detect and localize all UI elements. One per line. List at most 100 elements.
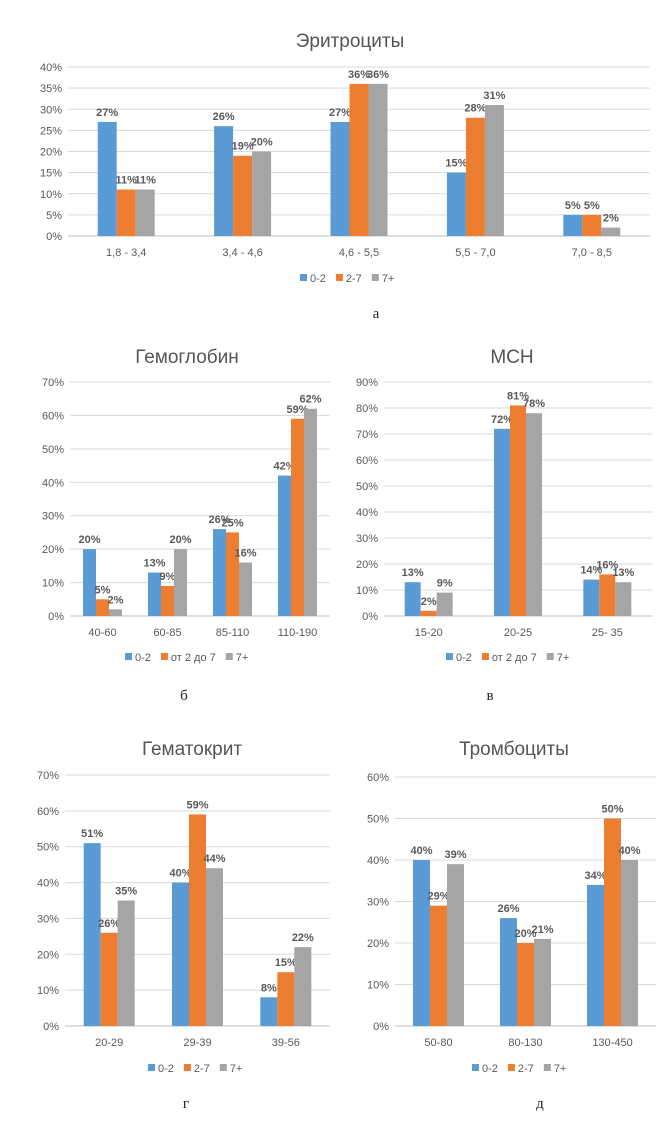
bar-series-0 <box>148 572 161 616</box>
data-label: 36% <box>367 69 389 81</box>
legend-swatch <box>148 1064 155 1071</box>
data-label: 11% <box>134 175 156 187</box>
legend-swatch <box>446 653 453 660</box>
data-label: 20% <box>514 928 536 940</box>
bar-series-1 <box>291 418 304 616</box>
data-label: 81% <box>507 390 529 402</box>
legend-label: от 2 до 7 <box>171 652 216 664</box>
x-category-label: 130-450 <box>592 1037 632 1049</box>
data-label: 29% <box>427 891 449 903</box>
data-label: 27% <box>96 107 118 119</box>
y-tick-label: 70% <box>37 770 59 782</box>
legend-swatch <box>225 653 233 660</box>
y-tick-label: 30% <box>40 104 62 116</box>
y-tick-label: 60% <box>356 455 378 467</box>
data-label: 78% <box>523 398 545 410</box>
data-label: 13% <box>143 558 165 570</box>
y-tick-label: 30% <box>356 533 378 545</box>
chart-title: Гематокрит <box>142 739 242 760</box>
legend-label: 2-7 <box>518 1063 534 1075</box>
legend-label: 7+ <box>236 652 249 664</box>
data-label: 27% <box>329 107 351 119</box>
data-label: 36% <box>348 69 370 81</box>
legend-label: 0-2 <box>158 1063 174 1075</box>
legend-swatch <box>543 1064 551 1071</box>
y-tick-label: 40% <box>42 477 64 489</box>
bar-series-1 <box>510 405 526 616</box>
data-label: 40% <box>169 868 191 880</box>
chart-panel-3: Гематокрит 0% 10% 20% 30% 40% 50% 60% 70% 51% 26% 3… <box>37 739 330 1112</box>
y-tick-label: 0% <box>373 1021 389 1033</box>
data-label: 42% <box>273 461 295 473</box>
data-label: 28% <box>464 103 486 115</box>
x-category-label: 5,5 - 7,0 <box>455 247 495 259</box>
chart-title: Гемоглобин <box>135 347 239 368</box>
y-tick-label: 30% <box>37 913 59 925</box>
data-label: 25% <box>221 517 243 529</box>
legend-label: 0-2 <box>135 652 151 664</box>
bar-series-2 <box>368 83 388 237</box>
y-tick-label: 0% <box>43 1021 59 1033</box>
data-label: 16% <box>234 548 256 560</box>
legend-label: 0-2 <box>310 273 326 285</box>
bar-series-1 <box>465 117 485 236</box>
bar-series-2 <box>252 151 272 236</box>
bar-series-2 <box>174 549 187 616</box>
bar-series-2 <box>447 864 464 1026</box>
bar-series-2 <box>117 900 135 1026</box>
x-category-label: 85-110 <box>216 627 249 639</box>
panel-caption: в <box>486 688 493 704</box>
bar-series-1 <box>96 599 109 616</box>
legend-swatch <box>125 653 132 660</box>
data-label: 13% <box>402 567 424 579</box>
bar-series-1 <box>100 932 118 1026</box>
panel-caption: д <box>536 1096 544 1112</box>
bar-series-0 <box>563 214 583 236</box>
x-category-label: 20-25 <box>504 627 532 639</box>
data-label: 9% <box>437 578 453 590</box>
data-label: 5% <box>565 200 581 212</box>
bar-series-1 <box>430 905 447 1026</box>
data-label: 40% <box>618 845 640 857</box>
data-label: 5% <box>95 584 111 596</box>
bar-series-1 <box>161 585 174 616</box>
data-label: 22% <box>292 932 314 944</box>
bar-series-0 <box>213 529 226 616</box>
y-tick-label: 60% <box>367 772 389 784</box>
bar-series-0 <box>97 121 117 236</box>
y-tick-label: 30% <box>367 897 389 909</box>
legend-label: 2-7 <box>194 1063 210 1075</box>
data-label: 26% <box>497 903 519 915</box>
panel-caption: а <box>373 306 380 322</box>
y-tick-label: 40% <box>37 878 59 890</box>
chart-panel-2: MCH 0% 10% 20% 30% 40% 50% 60% 70% 80% 90% 13% 2%9% 1… <box>356 347 652 704</box>
data-label: 16% <box>596 559 618 571</box>
x-category-label: 25- 35 <box>592 627 623 639</box>
bar-series-1 <box>233 155 253 236</box>
legend-swatch <box>219 1064 227 1071</box>
bar-series-2 <box>601 227 621 236</box>
y-tick-label: 20% <box>37 949 59 961</box>
bar-series-0 <box>83 549 96 616</box>
data-label: 2% <box>603 213 619 225</box>
bar-series-1 <box>116 189 136 236</box>
bar-series-2 <box>294 947 312 1026</box>
data-label: 15% <box>445 158 467 170</box>
bar-series-2 <box>615 582 632 616</box>
legend-swatch <box>546 653 554 660</box>
data-label: 72% <box>491 414 513 426</box>
y-tick-label: 35% <box>40 83 62 95</box>
data-label: 20% <box>251 137 273 149</box>
bar-series-0 <box>330 121 350 236</box>
chart-panel-0: Эритроциты 0% 5% 10% 15% 20% 25% 30% 35% 40% 27% 11… <box>40 31 650 322</box>
data-label: 44% <box>203 853 225 865</box>
x-category-label: 4,6 - 5,5 <box>339 247 379 259</box>
chart-title: MCH <box>490 347 533 368</box>
legend-label: 7+ <box>554 1063 567 1075</box>
y-tick-label: 0% <box>362 611 378 623</box>
y-tick-label: 80% <box>356 403 378 415</box>
legend-swatch <box>472 1064 479 1071</box>
data-label: 62% <box>299 394 321 406</box>
bar-series-0 <box>260 997 278 1026</box>
